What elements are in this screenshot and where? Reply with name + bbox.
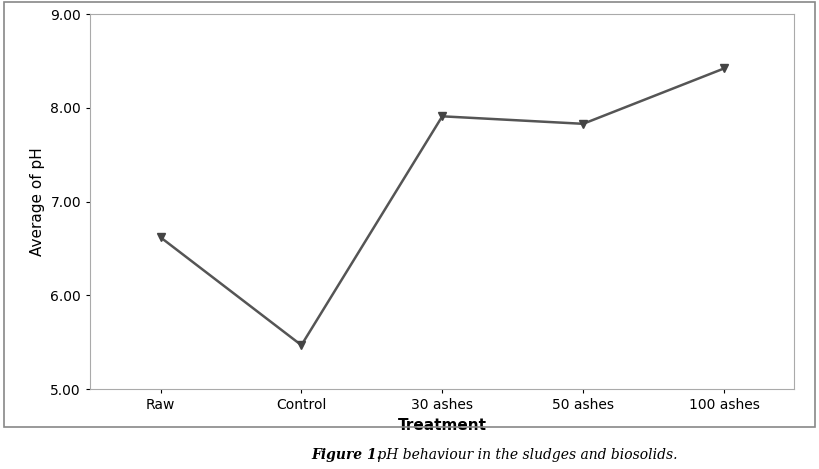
Text: pH behaviour in the sludges and biosolids.: pH behaviour in the sludges and biosolid… <box>373 448 677 462</box>
Y-axis label: Average of pH: Average of pH <box>29 147 45 256</box>
Text: Figure 1.: Figure 1. <box>311 448 382 462</box>
X-axis label: Treatment: Treatment <box>398 418 486 433</box>
